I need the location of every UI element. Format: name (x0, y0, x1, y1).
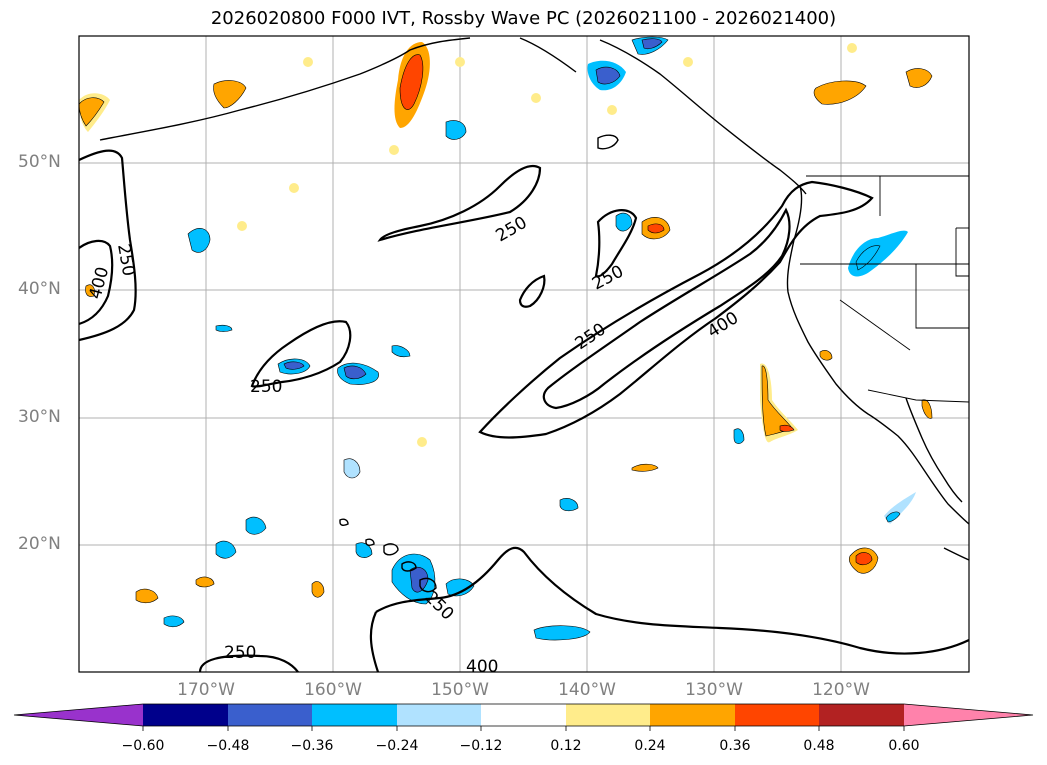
colorbar-segment (735, 704, 819, 726)
contour-label-400-south: 400 (466, 657, 498, 677)
colorbar-segment (650, 704, 735, 726)
anomaly-patches (79, 36, 933, 641)
lat-label-20n: 20°N (18, 534, 61, 554)
colorbar-segment (397, 704, 481, 726)
lon-label-150w: 150°W (431, 680, 489, 700)
colorbar-extend-left (14, 704, 143, 726)
colorbar-tick-label: −0.60 (121, 738, 165, 754)
map-frame (78, 35, 970, 673)
colorbar-tick-label: −0.36 (290, 738, 334, 754)
colorbar-tick-label: −0.12 (459, 738, 503, 754)
colorbar-segment (819, 704, 904, 726)
lon-label-170w: 170°W (177, 680, 235, 700)
colorbar-segment (481, 704, 566, 726)
lon-label-160w: 160°W (304, 680, 362, 700)
lon-label-140w: 140°W (558, 680, 616, 700)
colorbar-tick-label: −0.48 (206, 738, 250, 754)
colorbar-segment (228, 704, 312, 726)
colorbar-segment (312, 704, 397, 726)
lat-label-50n: 50°N (18, 152, 61, 172)
lon-label-120w: 120°W (812, 680, 870, 700)
colorbar-extend-right (904, 704, 1033, 726)
lat-label-30n: 30°N (18, 407, 61, 427)
map-title: 2026020800 F000 IVT, Rossby Wave PC (202… (210, 8, 837, 29)
contour-label-250-central: 250 (250, 377, 282, 397)
colorbar-tick-label: 0.48 (803, 738, 835, 754)
contour-label-250-south: 250 (224, 643, 256, 663)
coastlines (99, 37, 969, 593)
ivt-contours (79, 149, 969, 672)
lat-label-40n: 40°N (18, 279, 61, 299)
colorbar-tick-label: 0.24 (634, 738, 666, 754)
colorbar-tick-label: 0.12 (550, 738, 582, 754)
colorbar-tick-label: 0.36 (719, 738, 751, 754)
colorbar-segment (566, 704, 650, 726)
colorbar (13, 703, 1034, 731)
map-area (79, 36, 969, 672)
colorbar-tick-label: 0.60 (888, 738, 920, 754)
colorbar-segment (143, 704, 228, 726)
colorbar-tick-label: −0.24 (375, 738, 419, 754)
political-borders (800, 175, 969, 403)
lon-label-130w: 130°W (685, 680, 743, 700)
